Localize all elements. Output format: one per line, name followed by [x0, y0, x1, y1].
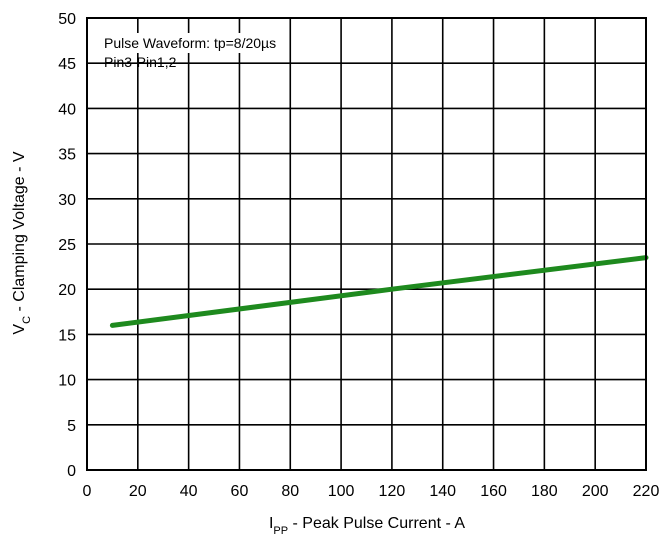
y-tick-label: 15 — [58, 327, 76, 344]
y-tick-label: 50 — [58, 11, 76, 28]
x-tick-label: 40 — [180, 483, 198, 500]
x-tick-label: 120 — [379, 483, 406, 500]
y-axis-title: VC - Clamping Voltage - V — [11, 151, 33, 334]
x-tick-label: 60 — [231, 483, 249, 500]
x-tick-label: 220 — [633, 483, 660, 500]
y-tick-label: 35 — [58, 147, 76, 164]
series-line — [109, 255, 649, 328]
annotation-background — [102, 33, 279, 53]
x-tick-label: 160 — [480, 483, 507, 500]
x-tick-label: 140 — [429, 483, 456, 500]
y-tick-label: 25 — [58, 237, 76, 254]
x-tick-label: 200 — [582, 483, 609, 500]
y-tick-label: 20 — [58, 282, 76, 299]
x-tick-label: 20 — [129, 483, 147, 500]
y-tick-label: 45 — [58, 56, 76, 73]
annotation-pins: Pin3-Pin1,2 — [104, 54, 177, 70]
plot-frame — [86, 17, 647, 471]
x-tick-label: 180 — [531, 483, 558, 500]
y-tick-label: 30 — [58, 192, 76, 209]
y-tick-labels: 0 5 10 15 20 25 30 35 40 45 50 — [58, 11, 76, 480]
x-tick-label: 100 — [328, 483, 355, 500]
y-tick-label: 10 — [58, 373, 76, 390]
x-tick-labels: 0 20 40 60 80 100 120 140 160 180 200 220 — [83, 483, 660, 500]
y-tick-label: 40 — [58, 101, 76, 118]
y-tick-label: 0 — [67, 463, 76, 480]
x-axis-title: IPP - Peak Pulse Current - A — [269, 515, 465, 535]
x-tick-label: 80 — [281, 483, 299, 500]
annotation-waveform: Pulse Waveform: tp=8/20µs — [104, 35, 276, 51]
x-tick-label: 0 — [83, 483, 92, 500]
series-layer — [109, 255, 649, 328]
y-tick-label: 5 — [67, 418, 76, 435]
grid-lines — [87, 18, 646, 470]
